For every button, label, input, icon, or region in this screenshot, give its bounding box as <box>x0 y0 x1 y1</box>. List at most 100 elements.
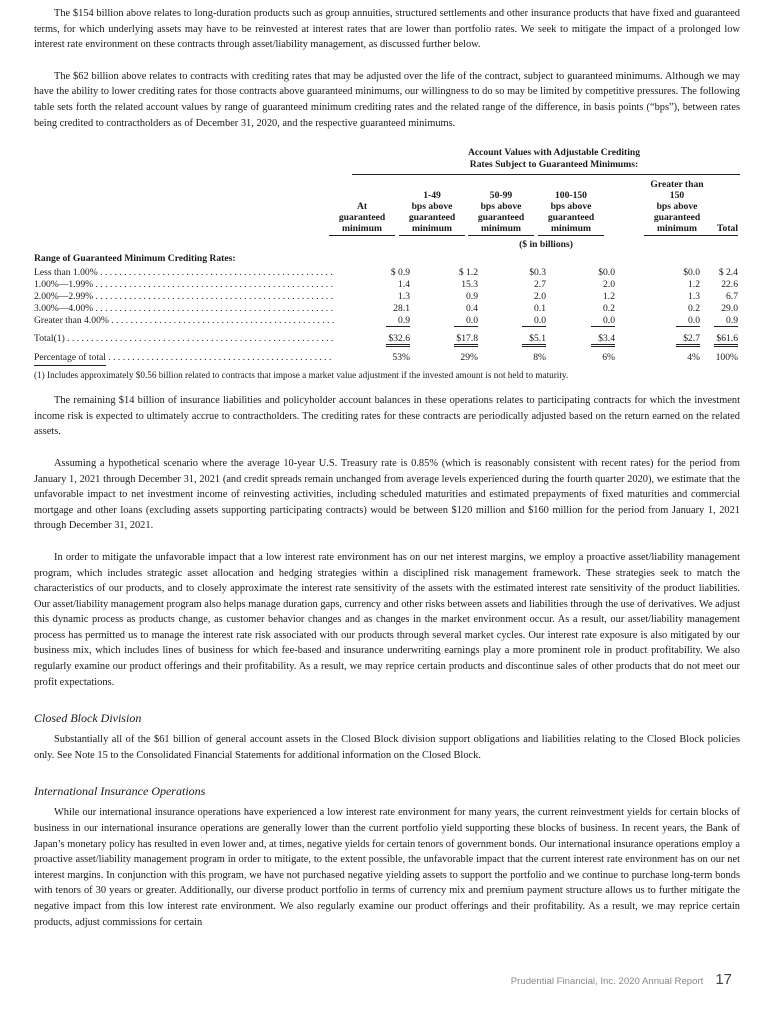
table-cell: $0.0 <box>598 267 615 279</box>
paragraph-asset-liability: In order to mitigate the unfavorable imp… <box>34 551 740 688</box>
row-label: Greater than 4.00% <box>34 315 334 327</box>
table-units: ($ in billions) <box>519 239 573 251</box>
table-cell: 6.7 <box>726 291 738 303</box>
heading-international: International Insurance Operations <box>34 784 206 799</box>
table-cell: 29.0 <box>721 303 738 315</box>
table-cell-value: 0.0 <box>591 315 615 328</box>
column-header: 100-150 bps above guaranteed minimum <box>538 178 604 237</box>
column-header-line: At <box>356 201 368 213</box>
table-cell-value: 0.9 <box>386 315 410 328</box>
range-label: Range of Guaranteed Minimum Crediting Ra… <box>34 253 236 265</box>
table-cell: 1.3 <box>688 291 700 303</box>
column-header-underline: Greater than 150 bps above guaranteed minimu… <box>644 179 710 237</box>
table-cell-value: 0.0 <box>676 315 700 328</box>
paragraph-adjustable-crediting: The $62 billion above relates to contrac… <box>34 70 740 129</box>
table-cell: 15.3 <box>461 279 478 291</box>
column-header-line: 150 <box>669 190 685 202</box>
paragraph-long-duration: The $154 billion above relates to long-d… <box>34 8 740 51</box>
footer-report-name: Prudential Financial, Inc. 2020 Annual R… <box>510 976 704 987</box>
table-cell: 0.1 <box>534 303 546 315</box>
table-row: 1.00%—1.99% 1.4 15.3 2.7 2.0 1.2 22.6 <box>34 279 740 291</box>
table-cell: 1.3 <box>398 291 410 303</box>
row-label: Total(1) <box>34 333 334 345</box>
page-footer: Prudential Financial, Inc. 2020 Annual R… <box>34 963 740 1010</box>
table-cell: 4% <box>687 352 700 364</box>
column-header-line: bps above <box>550 201 592 213</box>
column-header-line: 1-49 <box>423 190 441 202</box>
table-cell: 1.4 <box>398 279 410 291</box>
table-cell: $61.6 <box>688 333 738 348</box>
table-cell-value: 0.9 <box>714 315 738 328</box>
paragraph-participating: The remaining $14 billion of insurance l… <box>34 395 740 438</box>
table-cell-value: $61.6 <box>714 333 738 348</box>
table-cell-value: 0.0 <box>522 315 546 328</box>
column-header-line: bps above <box>656 201 698 213</box>
table-row: Less than 1.00% $ 0.9 $ 1.2 $0.3 $0.0 $0.0 $ 2… <box>34 267 740 279</box>
column-header-line: guaranteed <box>547 212 595 224</box>
table-row: 2.00%—2.99% 1.3 0.9 2.0 1.2 1.3 6.7 <box>34 291 740 303</box>
table-cell: 22.6 <box>721 279 738 291</box>
table-cell: $2.7 <box>650 333 700 348</box>
column-header-underline: Total <box>698 223 738 237</box>
table-row: Percentage of total 53% 29% 8% 6% 4% 100% <box>34 352 740 364</box>
table-cell: 2.0 <box>603 279 615 291</box>
table-cell: 0.2 <box>603 303 615 315</box>
table-title: Account Values with Adjustable Crediting… <box>334 147 768 171</box>
table-title-rule <box>352 174 740 176</box>
column-header: At guaranteed minimum <box>329 178 395 237</box>
table-row: Greater than 4.00% 0.9 0.0 0.0 0.0 0.0 0.9 <box>34 315 740 328</box>
column-header-line: bps above <box>480 201 522 213</box>
table-cell: 8% <box>533 352 546 364</box>
table-cell: $ 2.4 <box>718 267 738 279</box>
paragraph-international: While our international insurance operat… <box>34 807 740 928</box>
footnote-rule <box>34 365 106 367</box>
column-header-line: 50-99 <box>489 190 513 202</box>
footnote: (1) Includes approximately $0.56 billion… <box>34 370 569 381</box>
table-cell: 2.7 <box>534 279 546 291</box>
table-cell: 6% <box>602 352 615 364</box>
table-cell-value: $3.4 <box>591 333 615 348</box>
table-cell-value: 0.0 <box>454 315 478 328</box>
table-cell-value: $32.6 <box>386 333 410 348</box>
table-cell: 0.0 <box>428 315 478 328</box>
column-header-line: 100-150 <box>555 190 587 202</box>
table-row: 3.00%—4.00% 28.1 0.4 0.1 0.2 0.2 29.0 <box>34 303 740 315</box>
paragraph-closed-block: Substantially all of the $61 billion of … <box>34 734 740 761</box>
table-cell: 28.1 <box>393 303 410 315</box>
table-cell: 0.0 <box>650 315 700 328</box>
table-row: Total(1) $32.6 $17.8 $5.1 $3.4 $2.7 $61.6 <box>34 333 740 348</box>
table-title-line: Account Values with Adjustable Crediting <box>467 147 640 159</box>
row-label: Percentage of total <box>34 352 334 364</box>
column-header-line: minimum <box>551 223 591 235</box>
column-header-line: guaranteed <box>338 212 386 224</box>
heading-closed-block: Closed Block Division <box>34 711 142 726</box>
row-label: 1.00%—1.99% <box>34 279 334 291</box>
crediting-rates-table: Account Values with Adjustable Crediting… <box>34 147 740 383</box>
column-header-underline: At guaranteed minimum <box>329 201 395 237</box>
table-cell-value: $17.8 <box>454 333 478 348</box>
table-cell: 0.0 <box>496 315 546 328</box>
column-header-line: guaranteed <box>477 212 525 224</box>
table-cell-value: $2.7 <box>676 333 700 348</box>
table-cell: $ 0.9 <box>390 267 410 279</box>
column-header-line: minimum <box>657 223 697 235</box>
column-header-line: minimum <box>342 223 382 235</box>
table-cell: 0.2 <box>688 303 700 315</box>
column-header-line: bps above <box>411 201 453 213</box>
column-header-line: minimum <box>412 223 452 235</box>
table-cell-value: $5.1 <box>522 333 546 348</box>
table-cell: 0.0 <box>565 315 615 328</box>
table-cell: $0.0 <box>683 267 700 279</box>
table-cell: 0.9 <box>688 315 738 328</box>
column-header-line: guaranteed <box>653 212 701 224</box>
table-cell: $0.3 <box>529 267 546 279</box>
table-cell: 0.9 <box>466 291 478 303</box>
paragraph-hypothetical-scenario: Assuming a hypothetical scenario where t… <box>34 457 740 532</box>
row-label: Less than 1.00% <box>34 267 334 279</box>
table-cell: 0.9 <box>360 315 410 328</box>
column-header-underline: 1-49 bps above guaranteed minimum <box>399 190 465 237</box>
row-label: 3.00%—4.00% <box>34 303 334 315</box>
column-header: Total <box>698 178 738 237</box>
column-header: 1-49 bps above guaranteed minimum <box>399 178 465 237</box>
table-title-line: Rates Subject to Guaranteed Minimums: <box>469 159 639 171</box>
